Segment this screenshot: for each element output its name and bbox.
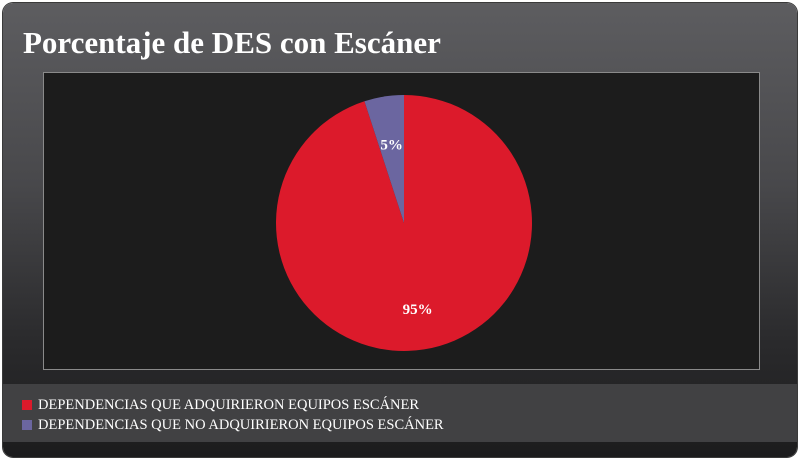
pie-slice-0 <box>276 95 533 352</box>
legend-swatch-0 <box>22 400 32 410</box>
legend-item-1: DEPENDENCIAS QUE NO ADQUIRIERON EQUIPOS … <box>22 415 444 435</box>
chart-panel: Porcentaje de DES con Escáner 95% 5% DEPE… <box>3 3 797 457</box>
plot-area: 95% 5% <box>43 72 760 370</box>
legend-label-1: DEPENDENCIAS QUE NO ADQUIRIERON EQUIPOS … <box>38 416 444 433</box>
legend-item-0: DEPENDENCIAS QUE ADQUIRIERON EQUIPOS ESC… <box>22 395 444 415</box>
legend: DEPENDENCIAS QUE ADQUIRIERON EQUIPOS ESC… <box>22 395 444 435</box>
legend-label-0: DEPENDENCIAS QUE ADQUIRIERON EQUIPOS ESC… <box>38 396 420 413</box>
legend-swatch-1 <box>22 420 32 430</box>
slice-data-label-0: 95% <box>403 302 433 318</box>
pie-slice-1 <box>364 95 404 223</box>
chart-title: Porcentaje de DES con Escáner <box>23 25 441 60</box>
pie-chart: 95% 5% <box>276 95 533 352</box>
legend-band: DEPENDENCIAS QUE ADQUIRIERON EQUIPOS ESC… <box>3 384 797 442</box>
slice-data-label-1: 5% <box>380 138 403 154</box>
